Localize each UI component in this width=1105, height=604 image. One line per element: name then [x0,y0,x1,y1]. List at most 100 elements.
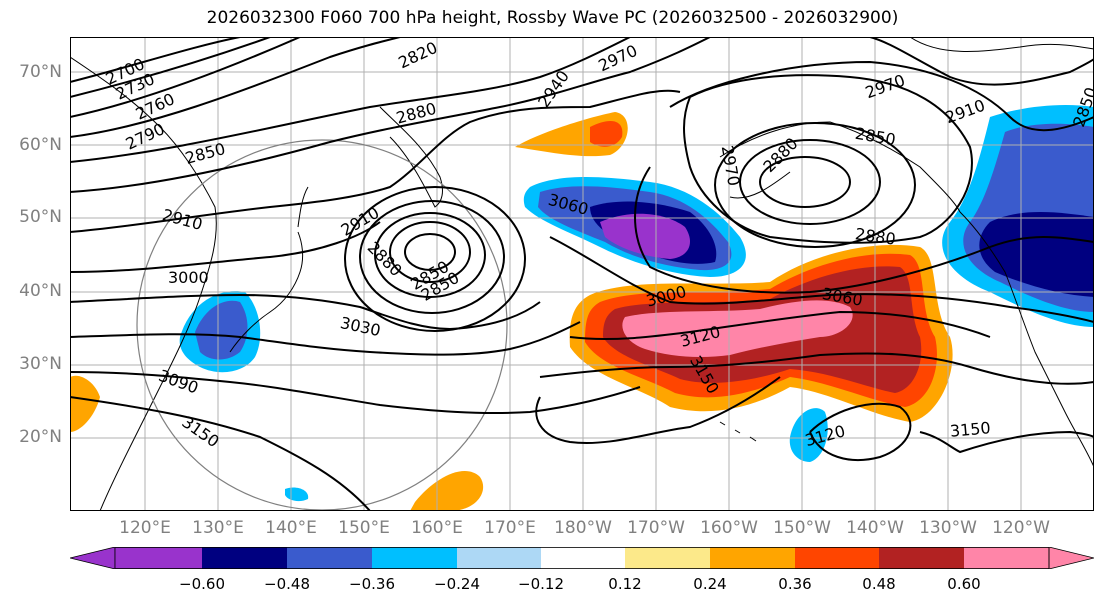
negative-anomaly-region [979,212,1094,297]
contour-line [389,221,471,283]
positive-anomaly-region [70,375,100,432]
lon-label-120w: 120°W [992,518,1050,538]
colorbar-tick: −0.24 [434,575,480,593]
contour-line [569,310,991,341]
negative-anomaly-region [285,487,309,502]
contour-label: 3150 [949,418,991,440]
contour-line [634,166,1094,294]
colorbar-tick: 0.12 [608,575,642,593]
colorbar-tick: −0.48 [264,575,310,593]
colorbar-segment [964,547,1049,569]
contour-label: 2850 [854,124,897,150]
colorbar-segment [372,547,457,569]
colorbar-segment [202,547,287,569]
lon-label-140w: 140°W [846,518,904,538]
contour-line [70,293,541,331]
colorbar-segment [879,547,964,569]
lon-label-130w: 130°W [919,518,977,538]
colorbar-tick: 0.48 [862,575,896,593]
lat-label-20n: 20°N [19,427,62,447]
contour-label: 2880 [854,224,897,248]
colorbar-over-arrow [1048,547,1094,569]
colorbar-segment [625,547,710,569]
contour-line [70,37,241,83]
colorbar-tick: 0.60 [947,575,981,593]
colorbar-segment [115,547,202,569]
contour-label: 3090 [156,366,201,398]
contour-line [539,352,1094,385]
colorbar-segment [541,547,625,569]
contour-line [70,37,631,163]
contour-line [549,236,1094,323]
negative-anomaly-region [789,408,828,462]
contour-line [70,37,271,98]
contour-line [669,60,1094,132]
lon-label-140e: 140°E [265,518,317,538]
contour-line [404,233,456,271]
lon-label-150e: 150°E [338,518,390,538]
colorbar-tick: −0.36 [349,575,395,593]
lon-label-130e: 130°E [192,518,244,538]
lon-label-150w: 150°W [773,518,831,538]
lon-label-120e: 120°E [119,518,171,538]
contour-line [714,122,916,248]
colorbar-segment [795,547,879,569]
contour-line [739,139,881,225]
colorbar-segment [287,547,372,569]
contour-line [809,402,912,461]
colorbar-under-arrow [70,547,116,569]
contour-line [869,37,1094,86]
height-contours [70,37,1094,511]
negative-anomaly-region [195,300,248,360]
lat-label-70n: 70°N [19,62,62,82]
map-border [70,37,1094,511]
contour-line [70,371,641,415]
contour-label: 2880 [364,238,406,280]
arctic-coastline [909,37,1094,52]
contour-label: 3000 [168,268,209,287]
contour-line [70,221,381,273]
lat-label-50n: 50°N [19,207,62,227]
contour-label: 2910 [943,96,988,128]
map-panel: 2700 2730 2760 2790 2820 2850 2880 2910 … [70,37,1094,511]
lat-label-30n: 30°N [19,354,62,374]
colorbar [70,547,1094,569]
colorbar-segment [710,547,795,569]
map-title: 2026032300 F060 700 hPa height, Rossby W… [206,8,899,28]
lon-label-160e: 160°E [411,518,463,538]
contour-line [70,396,371,511]
contour-line [359,200,505,314]
north-america-coastline [959,211,1094,468]
contour-line [919,430,1094,454]
contour-line [344,186,526,332]
positive-anomaly-region [590,121,623,147]
asia-coastline [70,56,217,511]
lon-label-160w: 160°W [700,518,758,538]
contour-line [374,212,486,298]
colorbar-tick: 0.36 [778,575,812,593]
contour-line [70,37,301,118]
contour-line [70,89,681,233]
colorbar-border [114,547,1050,569]
positive-anomaly-region [410,471,484,511]
japan-coastline [229,186,309,353]
lon-label-170e: 170°E [484,518,536,538]
anomaly-shading [70,105,1094,511]
kamchatka-coastline [379,106,443,208]
positive-anomaly-region [622,300,853,357]
lat-label-60n: 60°N [19,135,62,155]
contour-label: 2910 [160,205,204,234]
contour-line [759,156,851,208]
contour-line [70,37,401,138]
lat-label-40n: 40°N [19,281,62,301]
lon-label-170w: 170°W [627,518,685,538]
contour-line [70,321,581,356]
colorbar-tick: 0.24 [693,575,727,593]
hawaii-islands [719,421,757,442]
contour-label: 2970 [718,144,744,187]
contour-label: 2970 [863,71,908,103]
alaska-coastline [719,121,961,213]
colorbar-tick: −0.60 [179,575,225,593]
contour-label: 3150 [178,412,222,451]
contour-label: 2820 [395,38,440,72]
